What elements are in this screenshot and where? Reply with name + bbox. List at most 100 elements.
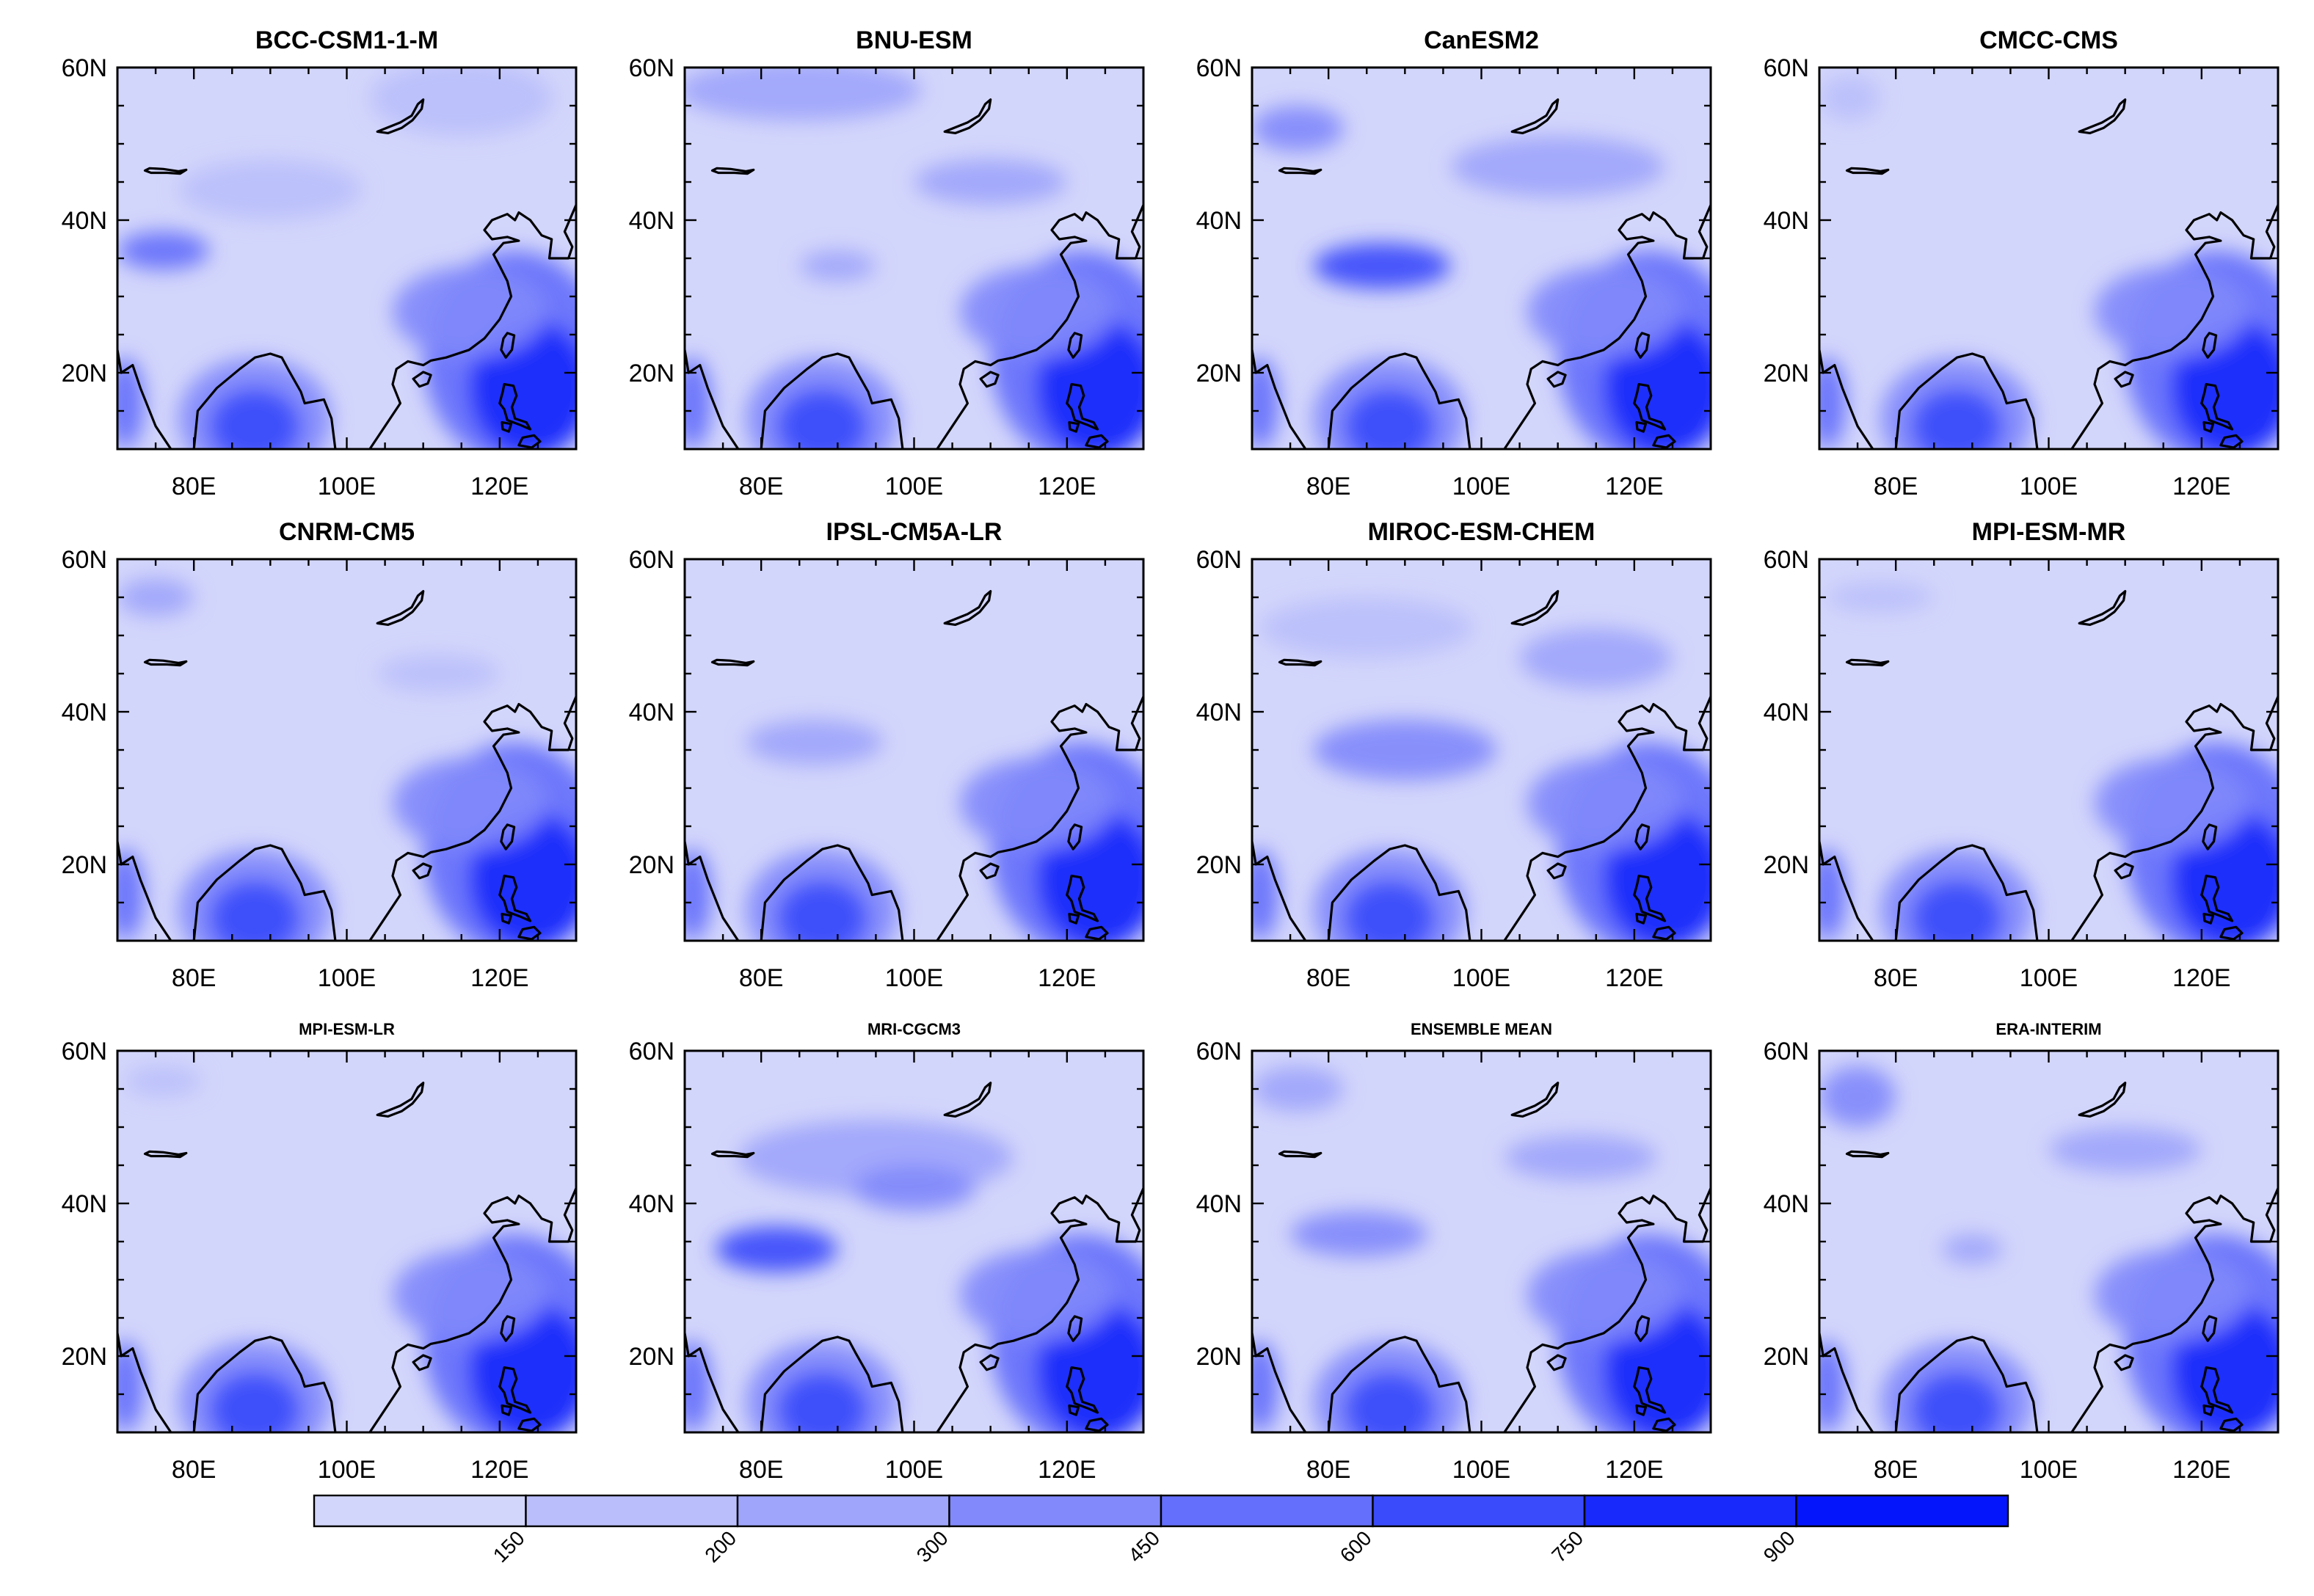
coastline — [117, 349, 172, 449]
panel-cmcc-cms: CMCC-CMS 20N 40N 60N 80E 100E 120E — [1764, 26, 2280, 500]
contour-region — [1344, 387, 1436, 449]
panel-title: CMCC-CMS — [1979, 26, 2118, 54]
colorbar-swatch — [1583, 1494, 1797, 1528]
contour-region — [209, 1371, 301, 1432]
coastline — [1894, 844, 2039, 941]
panel-title: CNRM-CM5 — [279, 518, 415, 546]
coastline — [1085, 1417, 1109, 1432]
coastline — [710, 167, 755, 175]
coastline — [979, 371, 1000, 388]
y-tick-label: 40N — [629, 1190, 674, 1218]
coastline — [143, 167, 188, 175]
y-tick-label: 20N — [1764, 851, 1809, 879]
coastline — [1652, 434, 1676, 449]
contour-region — [393, 266, 546, 358]
y-tick-label: 60N — [1196, 54, 1242, 82]
coastline — [412, 1354, 432, 1371]
colorbar-label: 150 — [489, 1526, 529, 1567]
contour-region — [960, 266, 1113, 358]
coastline — [2114, 1354, 2134, 1371]
coastline — [1633, 1366, 1667, 1414]
coastline — [943, 98, 992, 134]
contour-region — [1259, 597, 1474, 659]
coastline — [368, 1187, 576, 1432]
contour-region — [1911, 879, 2003, 941]
coastline — [2202, 1404, 2215, 1416]
contour-region — [2048, 1127, 2202, 1173]
coastline — [2200, 874, 2234, 922]
colorbar-swatch — [1160, 1494, 1374, 1528]
contour-region — [685, 68, 922, 121]
coastline — [1278, 658, 1322, 667]
colorbar-label: 750 — [1547, 1526, 1587, 1567]
coastline — [1845, 167, 1890, 175]
coastline — [685, 349, 740, 449]
contour-region — [1819, 75, 1881, 121]
contour-region — [746, 719, 884, 765]
coastline — [1067, 823, 1083, 850]
coastline — [376, 1082, 425, 1118]
coastline — [1635, 1404, 1648, 1416]
y-tick-label: 60N — [62, 546, 107, 574]
coastline — [376, 590, 425, 627]
coastline — [500, 332, 516, 359]
colorbar-label: 200 — [700, 1526, 741, 1567]
coastlines — [117, 98, 576, 449]
x-tick-label: 100E — [318, 964, 376, 992]
x-tick-label: 120E — [2172, 964, 2230, 992]
x-tick-label: 80E — [739, 964, 784, 992]
contour-field — [117, 1051, 576, 1432]
y-tick-label: 20N — [62, 360, 107, 387]
panels-group: BCC-CSM1-1-M 20N 40N 60N 80E 100E 120E BNU-ESM 2… — [62, 26, 2280, 1484]
x-tick-label: 80E — [739, 473, 784, 500]
coastline — [760, 352, 904, 449]
colorbar-label: 600 — [1336, 1526, 1376, 1567]
coastline — [1252, 1333, 1307, 1432]
coastline — [936, 1187, 1143, 1432]
contour-field — [1819, 559, 2278, 941]
y-tick-label: 40N — [1196, 207, 1242, 235]
coastline — [1503, 696, 1711, 941]
contour-field — [1252, 559, 1711, 941]
coastline — [1066, 874, 1099, 922]
y-tick-label: 20N — [629, 851, 674, 879]
coastline — [1066, 382, 1099, 431]
coastline — [1634, 823, 1651, 850]
contour-field — [117, 559, 576, 941]
x-tick-label: 120E — [470, 473, 528, 500]
y-tick-label: 20N — [1196, 360, 1242, 387]
coastline — [2219, 925, 2244, 941]
y-tick-label: 60N — [629, 54, 674, 82]
coastline — [1510, 1082, 1560, 1118]
x-tick-label: 100E — [1452, 473, 1510, 500]
contour-region — [715, 1226, 838, 1272]
coastline — [2202, 912, 2215, 925]
coastline — [117, 1333, 172, 1432]
coastline — [760, 844, 904, 941]
x-tick-label: 80E — [739, 1456, 784, 1484]
contour-region — [2095, 1249, 2248, 1341]
x-tick-label: 120E — [470, 1456, 528, 1484]
y-tick-label: 20N — [62, 1343, 107, 1371]
coastline — [498, 874, 532, 922]
panel-bcc-csm1-1-m: BCC-CSM1-1-M 20N 40N 60N 80E 100E 120E — [62, 26, 578, 500]
coastline — [2219, 1417, 2244, 1432]
x-tick-label: 100E — [885, 964, 943, 992]
coastline — [710, 1150, 755, 1159]
coastlines — [685, 1082, 1143, 1432]
contour-region — [776, 387, 868, 449]
contour-field — [685, 68, 1143, 449]
y-tick-label: 40N — [1196, 1190, 1242, 1218]
x-tick-label: 100E — [885, 1456, 943, 1484]
y-tick-label: 60N — [1764, 1038, 1809, 1065]
x-tick-label: 100E — [2020, 473, 2078, 500]
coastline — [1085, 434, 1109, 449]
coastline — [2114, 862, 2134, 880]
panel-title: MIROC-ESM-CHEM — [1368, 518, 1596, 546]
contour-region — [2095, 266, 2248, 358]
panel-title: CanESM2 — [1424, 26, 1539, 54]
contour-region — [178, 158, 363, 220]
coastline — [1652, 1417, 1676, 1432]
coastline — [1327, 844, 1471, 941]
colorbar-label: 450 — [1124, 1526, 1164, 1567]
